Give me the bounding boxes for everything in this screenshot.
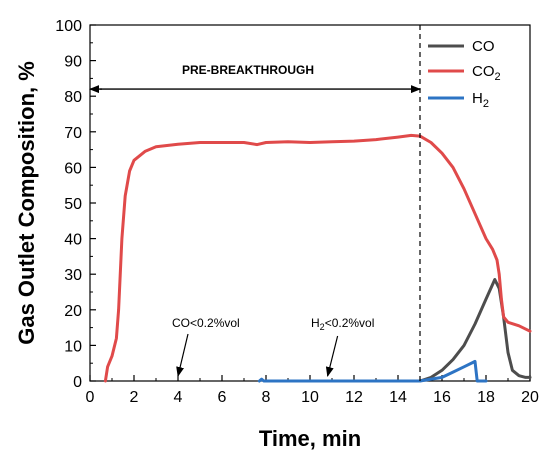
x-tick-label: 10 [301,389,319,406]
legend-label-h2-main: H [472,90,483,107]
y-axis-title: Gas Outlet Composition, % [14,61,39,345]
x-axis-title: Time, min [259,426,361,451]
legend-label-co2: CO2 [472,63,501,83]
legend-label-co2-main: CO [472,63,495,80]
h2-note-sub: 2 [320,322,325,332]
h2-note-arrow [325,335,339,377]
series-lines [103,133,532,383]
legend-label-h2-sub: 2 [483,98,489,110]
annotations [89,25,421,381]
y-tick-label: 60 [64,160,82,177]
y-tick-label: 10 [64,338,82,355]
y-tick-label: 0 [73,374,82,391]
plot-frame [89,24,531,382]
y-tick-label: 30 [64,267,82,284]
y-tick-label: 90 [64,54,82,71]
x-tick-label: 6 [218,389,227,406]
x-tick-label: 14 [389,389,407,406]
x-tick-label: 8 [262,389,271,406]
h2-note-prefix: H [311,316,320,330]
y-tick-label: 20 [64,303,82,320]
x-tick-label: 2 [130,389,139,406]
x-tick-label: 20 [521,389,539,406]
h2-note-suffix: <0.2%vol [325,316,375,330]
legend-label-h2: H2 [472,90,489,110]
x-tick-label: 12 [345,389,363,406]
series-line-h2 [257,359,488,383]
x-tick-label: 16 [433,389,451,406]
y-tick-label: 100 [55,18,82,35]
legend-label-co: CO [472,38,495,55]
y-tick-label: 40 [64,232,82,249]
legend-label-co2-sub: 2 [495,71,501,83]
legend: CO CO2 H2 [428,38,501,110]
h2-note-label: H2<0.2%vol [311,316,374,332]
co-note-arrow [176,333,189,377]
pre-breakthrough-label: PRE-BREAKTHROUGH [182,63,314,77]
ticks [89,24,531,382]
x-tick-label: 18 [477,389,495,406]
series-line-co2 [103,133,532,383]
x-tick-label: 4 [174,389,183,406]
y-tick-label: 50 [64,196,82,213]
y-tick-label: 80 [64,89,82,106]
x-tick-label: 0 [86,389,95,406]
co-note-label: CO<0.2%vol [172,316,240,330]
tick-labels: 0 2 4 6 8 10 12 14 16 18 20 0 10 20 30 40 50 60 70 80 90 100 [55,18,539,406]
y-tick-label: 70 [64,125,82,142]
series-line-co [418,278,532,383]
